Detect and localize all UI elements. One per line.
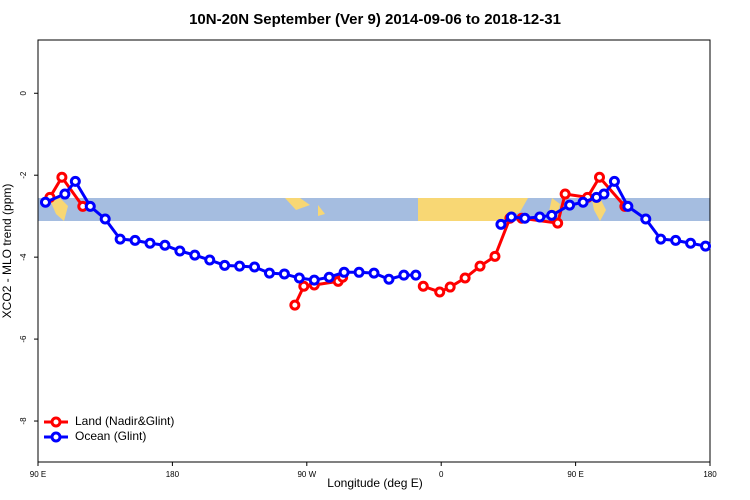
y-tick-label: 0: [19, 90, 28, 95]
point: [552, 217, 564, 229]
point: [174, 245, 186, 257]
point: [577, 196, 589, 208]
point: [39, 196, 51, 208]
point: [519, 212, 531, 224]
point: [505, 211, 517, 223]
point: [234, 260, 246, 272]
point: [417, 280, 429, 292]
y-tick-label: -6: [19, 335, 28, 343]
x-tick-label: 0: [439, 470, 444, 479]
point: [444, 281, 456, 293]
point: [410, 269, 422, 281]
point: [298, 280, 310, 292]
point: [278, 268, 290, 280]
point: [383, 273, 395, 285]
point: [289, 299, 301, 311]
plot-frame: [37, 39, 711, 463]
x-tick-label: 90 E: [567, 470, 583, 479]
y-axis-label: XCO2 - MLO trend (ppm): [0, 184, 14, 319]
point: [608, 175, 620, 187]
point: [189, 249, 201, 261]
x-axis-label: Longitude (deg E): [327, 476, 422, 490]
legend-label: Ocean (Glint): [75, 429, 146, 443]
point: [144, 237, 156, 249]
point: [293, 272, 305, 284]
point: [640, 213, 652, 225]
point: [546, 209, 558, 221]
point: [474, 260, 486, 272]
x-tick-label: 90 W: [297, 470, 316, 479]
point: [219, 259, 231, 271]
map-strip: [38, 198, 710, 221]
point: [263, 267, 275, 279]
point: [129, 234, 141, 246]
point: [593, 171, 605, 183]
point: [204, 254, 216, 266]
point: [84, 200, 96, 212]
point: [59, 188, 71, 200]
point: [489, 250, 501, 262]
point: [700, 240, 712, 252]
point: [338, 266, 350, 278]
point: [159, 239, 171, 251]
point: [434, 286, 446, 298]
point: [368, 267, 380, 279]
point: [56, 171, 68, 183]
y-tick-label: -4: [19, 253, 28, 261]
point: [655, 233, 667, 245]
point: [559, 188, 571, 200]
point: [308, 274, 320, 286]
point: [685, 237, 697, 249]
point: [114, 233, 126, 245]
legend-marker: [50, 431, 62, 443]
point: [323, 271, 335, 283]
point: [398, 269, 410, 281]
point: [99, 213, 111, 225]
point: [598, 188, 610, 200]
y-tick-label: -2: [19, 171, 28, 179]
point: [459, 272, 471, 284]
point: [670, 234, 682, 246]
point: [622, 200, 634, 212]
point: [495, 218, 507, 230]
x-tick-label: 90 E: [30, 470, 46, 479]
x-tick-label: 180: [166, 470, 180, 479]
point: [534, 211, 546, 223]
x-tick-label: 180: [703, 470, 717, 479]
chart-title: 10N-20N September (Ver 9) 2014-09-06 to …: [189, 11, 561, 28]
legend-label: Land (Nadir&Glint): [75, 414, 174, 428]
legend-marker: [50, 416, 62, 428]
point: [564, 199, 576, 211]
point: [69, 175, 81, 187]
point: [249, 261, 261, 273]
point: [353, 266, 365, 278]
y-tick-label: -8: [19, 417, 28, 425]
